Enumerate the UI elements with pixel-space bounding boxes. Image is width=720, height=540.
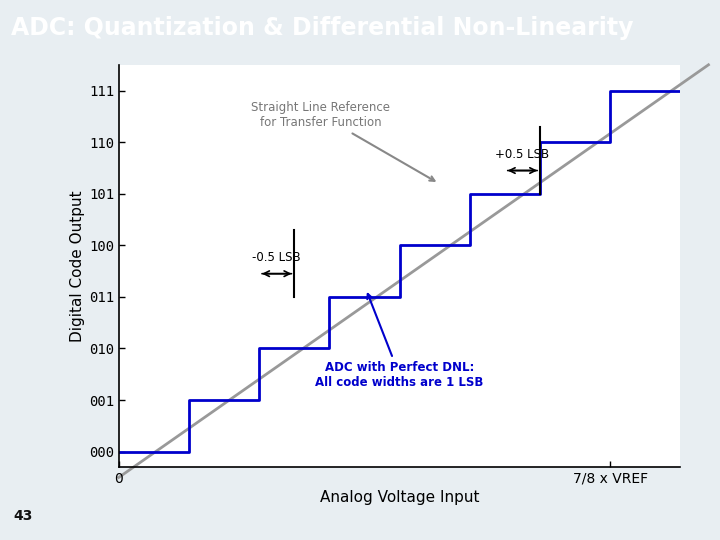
- Text: +0.5 LSB: +0.5 LSB: [495, 148, 549, 161]
- Text: -0.5 LSB: -0.5 LSB: [253, 252, 301, 265]
- Text: 43: 43: [13, 509, 32, 523]
- Text: ADC with Perfect DNL:
All code widths are 1 LSB: ADC with Perfect DNL: All code widths ar…: [315, 294, 484, 389]
- X-axis label: Analog Voltage Input: Analog Voltage Input: [320, 490, 480, 505]
- Y-axis label: Digital Code Output: Digital Code Output: [70, 190, 85, 342]
- Text: Straight Line Reference
for Transfer Function: Straight Line Reference for Transfer Fun…: [251, 102, 434, 181]
- Text: ADC: Quantization & Differential Non-Linearity: ADC: Quantization & Differential Non-Lin…: [11, 16, 634, 39]
